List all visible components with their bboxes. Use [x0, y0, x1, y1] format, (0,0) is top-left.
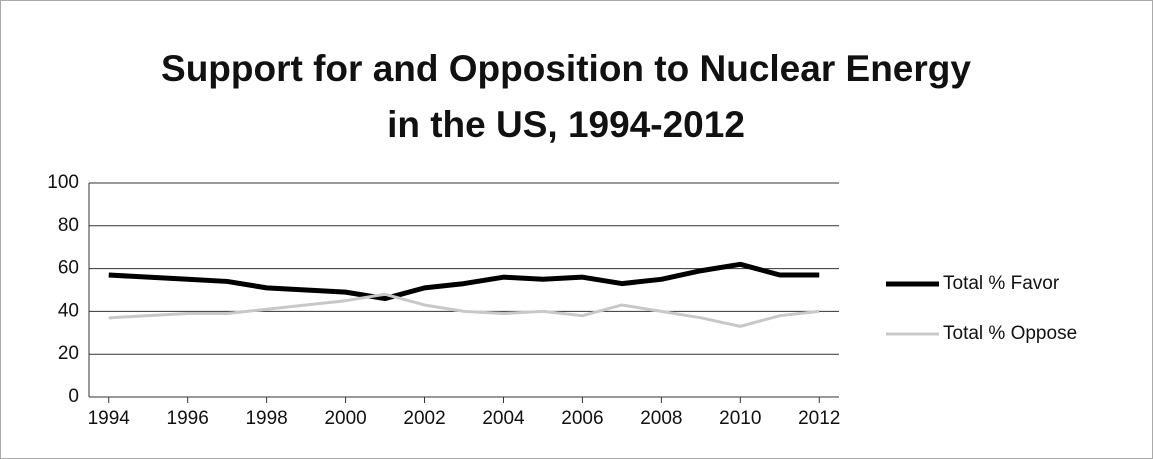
- x-tick-label: 2000: [324, 408, 366, 429]
- x-tick-label: 2006: [561, 408, 603, 429]
- chart-title: Support for and Opposition to Nuclear En…: [161, 48, 971, 145]
- series-line: [108, 292, 820, 328]
- y-tick-label: 80: [58, 215, 79, 236]
- y-tick-label: 0: [68, 386, 79, 407]
- x-tick-label: 2012: [798, 408, 840, 429]
- x-tick-label: 1998: [245, 408, 287, 429]
- x-tick-label: 2002: [403, 408, 445, 429]
- x-tick-label: 2008: [640, 408, 682, 429]
- series-line: [108, 261, 820, 302]
- y-tick-label: 20: [58, 343, 79, 364]
- x-tick-label: 1994: [88, 408, 131, 429]
- y-tick-label: 40: [58, 300, 79, 321]
- y-tick-label: 60: [58, 258, 79, 279]
- x-tick-label: 2004: [482, 408, 525, 429]
- y-tick-label: 100: [47, 172, 79, 193]
- legend-label: Total % Favor: [943, 273, 1060, 294]
- x-tick-label: 2010: [719, 408, 761, 429]
- x-tick-label: 1996: [167, 408, 209, 429]
- legend-label: Total % Oppose: [943, 323, 1077, 344]
